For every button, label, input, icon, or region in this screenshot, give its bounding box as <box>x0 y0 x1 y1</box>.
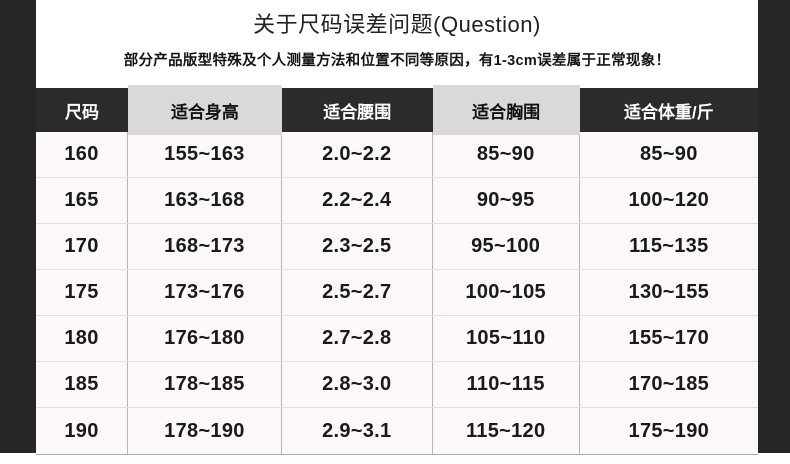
weight-range-cell: 115~135 <box>629 235 709 257</box>
table-row: 175 173~176 2.5~2.7 100~105 130~155 <box>36 270 758 316</box>
height-range-cell: 168~173 <box>128 224 282 269</box>
table-row: 185 178~185 2.8~3.0 110~115 170~185 <box>36 362 758 408</box>
weight-range-cell: 130~155 <box>628 281 710 303</box>
weight-range-cell: 85~90 <box>639 143 698 165</box>
size-cell: 185 <box>36 362 129 407</box>
page-title: 关于尺码误差问题(Question) <box>253 12 541 37</box>
size-table-body: 160 155~163 2.0~2.2 85~90 85~90 165 163~… <box>36 132 758 455</box>
waist-range-cell: 2.0~2.2 <box>282 132 433 177</box>
size-cell: 175 <box>36 270 129 315</box>
size-table: 尺码 适合身高 适合腰围 适合胸围 适合体重/斤 160 155~163 2.0… <box>36 85 758 455</box>
page-subtitle: 部分产品版型特殊及个人测量方法和位置不同等原因，有1-3cm误差属于正常现象！ <box>123 53 671 69</box>
size-cell: 165 <box>36 178 129 223</box>
right-dark-border <box>758 0 790 453</box>
weight-range-cell: 155~170 <box>628 327 710 349</box>
waist-range-cell: 2.9~3.1 <box>282 408 433 454</box>
height-range-cell: 178~190 <box>128 408 282 454</box>
size-cell: 160 <box>36 132 129 177</box>
table-row: 180 176~180 2.7~2.8 105~110 155~170 <box>36 316 758 362</box>
waist-range-cell: 2.8~3.0 <box>282 362 433 407</box>
table-row: 190 178~190 2.9~3.1 115~120 175~190 <box>36 408 758 454</box>
header-cell-height: 适合身高 <box>128 85 282 135</box>
chest-range-cell: 100~105 <box>433 270 580 315</box>
chest-range-cell: 110~115 <box>433 362 580 407</box>
weight-range-cell: 100~120 <box>628 189 710 211</box>
weight-range-cell: 175~190 <box>628 419 710 442</box>
weight-range-cell: 170~185 <box>628 373 710 395</box>
heading-block: 关于尺码误差问题(Question) 部分产品版型特殊及个人测量方法和位置不同等… <box>36 0 758 70</box>
left-dark-border <box>0 0 36 453</box>
waist-range-cell: 2.5~2.7 <box>282 270 433 315</box>
chest-range-cell: 95~100 <box>433 224 580 269</box>
chest-range-cell: 85~90 <box>433 132 580 177</box>
header-cell-size: 尺码 <box>36 88 129 132</box>
header-cell-weight: 适合体重/斤 <box>579 88 758 132</box>
height-range-cell: 163~168 <box>128 178 282 223</box>
size-table-header: 尺码 适合身高 适合腰围 适合胸围 适合体重/斤 <box>36 85 758 135</box>
header-cell-waist: 适合腰围 <box>281 88 433 132</box>
chest-range-cell: 105~110 <box>433 316 580 361</box>
size-cell: 190 <box>36 408 129 454</box>
size-cell: 180 <box>36 316 129 361</box>
header-cell-chest: 适合胸围 <box>432 85 580 135</box>
height-range-cell: 176~180 <box>128 316 282 361</box>
height-range-cell: 155~163 <box>128 132 282 177</box>
waist-range-cell: 2.3~2.5 <box>282 224 433 269</box>
chest-range-cell: 115~120 <box>433 408 580 454</box>
table-row: 170 168~173 2.3~2.5 95~100 115~135 <box>36 224 758 270</box>
table-row: 165 163~168 2.2~2.4 90~95 100~120 <box>36 178 758 224</box>
waist-range-cell: 2.2~2.4 <box>282 178 433 223</box>
chest-range-cell: 90~95 <box>433 178 580 223</box>
size-cell: 170 <box>36 224 129 269</box>
height-range-cell: 178~185 <box>128 362 282 407</box>
waist-range-cell: 2.7~2.8 <box>282 316 433 361</box>
table-row: 160 155~163 2.0~2.2 85~90 85~90 <box>36 132 758 178</box>
height-range-cell: 173~176 <box>128 270 282 315</box>
